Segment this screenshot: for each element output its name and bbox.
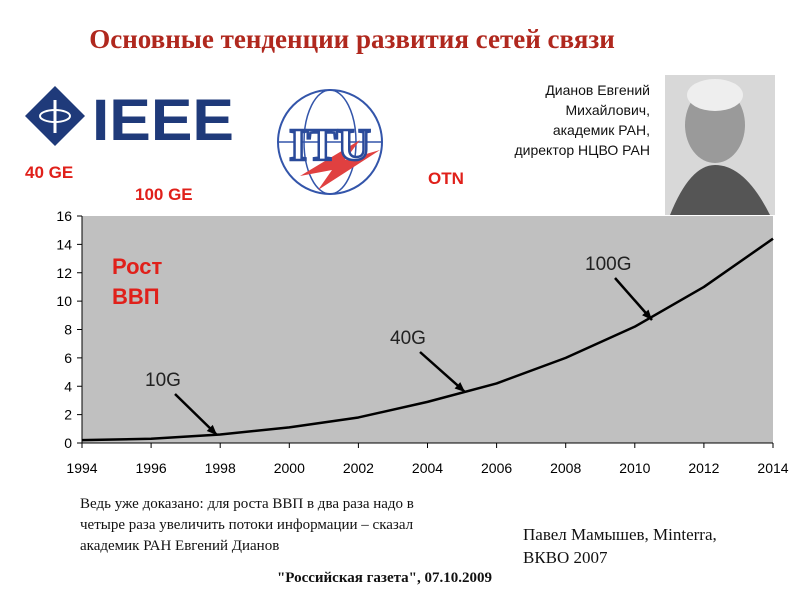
author-note-line: Михайлович, bbox=[566, 102, 651, 118]
y-tick-label: 6 bbox=[64, 350, 72, 366]
x-tick-label: 2010 bbox=[619, 460, 650, 476]
slide-title: Основные тенденции развития сетей связи bbox=[89, 24, 615, 54]
author-note-line: Дианов Евгений bbox=[545, 82, 650, 98]
x-tick-label: 2006 bbox=[481, 460, 512, 476]
tech-label: OTN bbox=[428, 169, 464, 188]
y-tick-label: 12 bbox=[56, 265, 72, 281]
x-tick-label: 2014 bbox=[757, 460, 788, 476]
tech-labels: 40 GE 100 GE OTN bbox=[25, 163, 464, 204]
annotation: 100G bbox=[585, 254, 631, 275]
tech-label: 40 GE bbox=[25, 163, 73, 182]
author-note-line: директор НЦВО РАН bbox=[514, 142, 650, 158]
x-tick-label: 2002 bbox=[343, 460, 374, 476]
tech-label: 100 GE bbox=[135, 185, 193, 204]
highlight-label: ВВП bbox=[112, 284, 160, 309]
y-tick-label: 14 bbox=[56, 236, 72, 252]
ieee-logo: IEEE bbox=[25, 86, 234, 153]
footer: Ведь уже доказано: для роста ВВП в два р… bbox=[80, 496, 717, 586]
y-tick-label: 4 bbox=[64, 378, 72, 394]
y-tick-label: 8 bbox=[64, 322, 72, 338]
x-tick-label: 1994 bbox=[66, 460, 97, 476]
plot-area bbox=[82, 216, 773, 443]
y-tick-label: 2 bbox=[64, 407, 72, 423]
arrow-head bbox=[454, 382, 465, 392]
itu-logo: ITU bbox=[277, 89, 383, 195]
highlight-label: Рост bbox=[112, 254, 163, 279]
quote-line: Ведь уже доказано: для роста ВВП в два р… bbox=[80, 496, 414, 512]
chart: 0 2 4 6 8 10 12 14 16 1994 1996 1998 2000 2002 2004 200… bbox=[56, 208, 788, 476]
annotation: 40G bbox=[390, 328, 426, 349]
itu-text: ITU bbox=[289, 119, 371, 170]
arrow-head bbox=[206, 424, 217, 435]
author-note-line: академик РАН, bbox=[553, 122, 650, 138]
quote-line: академик РАН Евгений Дианов bbox=[80, 538, 279, 554]
credit-line: Павел Мамышев, Minterra, bbox=[523, 525, 717, 544]
annotation: 10G bbox=[145, 370, 181, 391]
portrait bbox=[665, 75, 775, 215]
x-tick-label: 2004 bbox=[412, 460, 443, 476]
y-tick-label: 0 bbox=[64, 435, 72, 451]
y-tick-label: 10 bbox=[56, 293, 72, 309]
credit-line: ВКВО 2007 bbox=[523, 548, 608, 567]
x-tick-label: 1996 bbox=[136, 460, 167, 476]
quote-source: "Российская газета", 07.10.2009 bbox=[277, 570, 492, 586]
y-tick-label: 16 bbox=[56, 208, 72, 224]
x-tick-label: 2008 bbox=[550, 460, 581, 476]
quote-line: четыре раза увеличить потоки информации … bbox=[80, 517, 414, 533]
x-tick-label: 2012 bbox=[688, 460, 719, 476]
author-note: Дианов Евгений Михайлович, академик РАН, ди… bbox=[514, 82, 650, 158]
arrow-head bbox=[642, 309, 652, 320]
ieee-text: IEEE bbox=[92, 88, 234, 153]
x-tick-label: 1998 bbox=[205, 460, 236, 476]
line-series bbox=[81, 237, 774, 442]
x-tick-label: 2000 bbox=[274, 460, 305, 476]
